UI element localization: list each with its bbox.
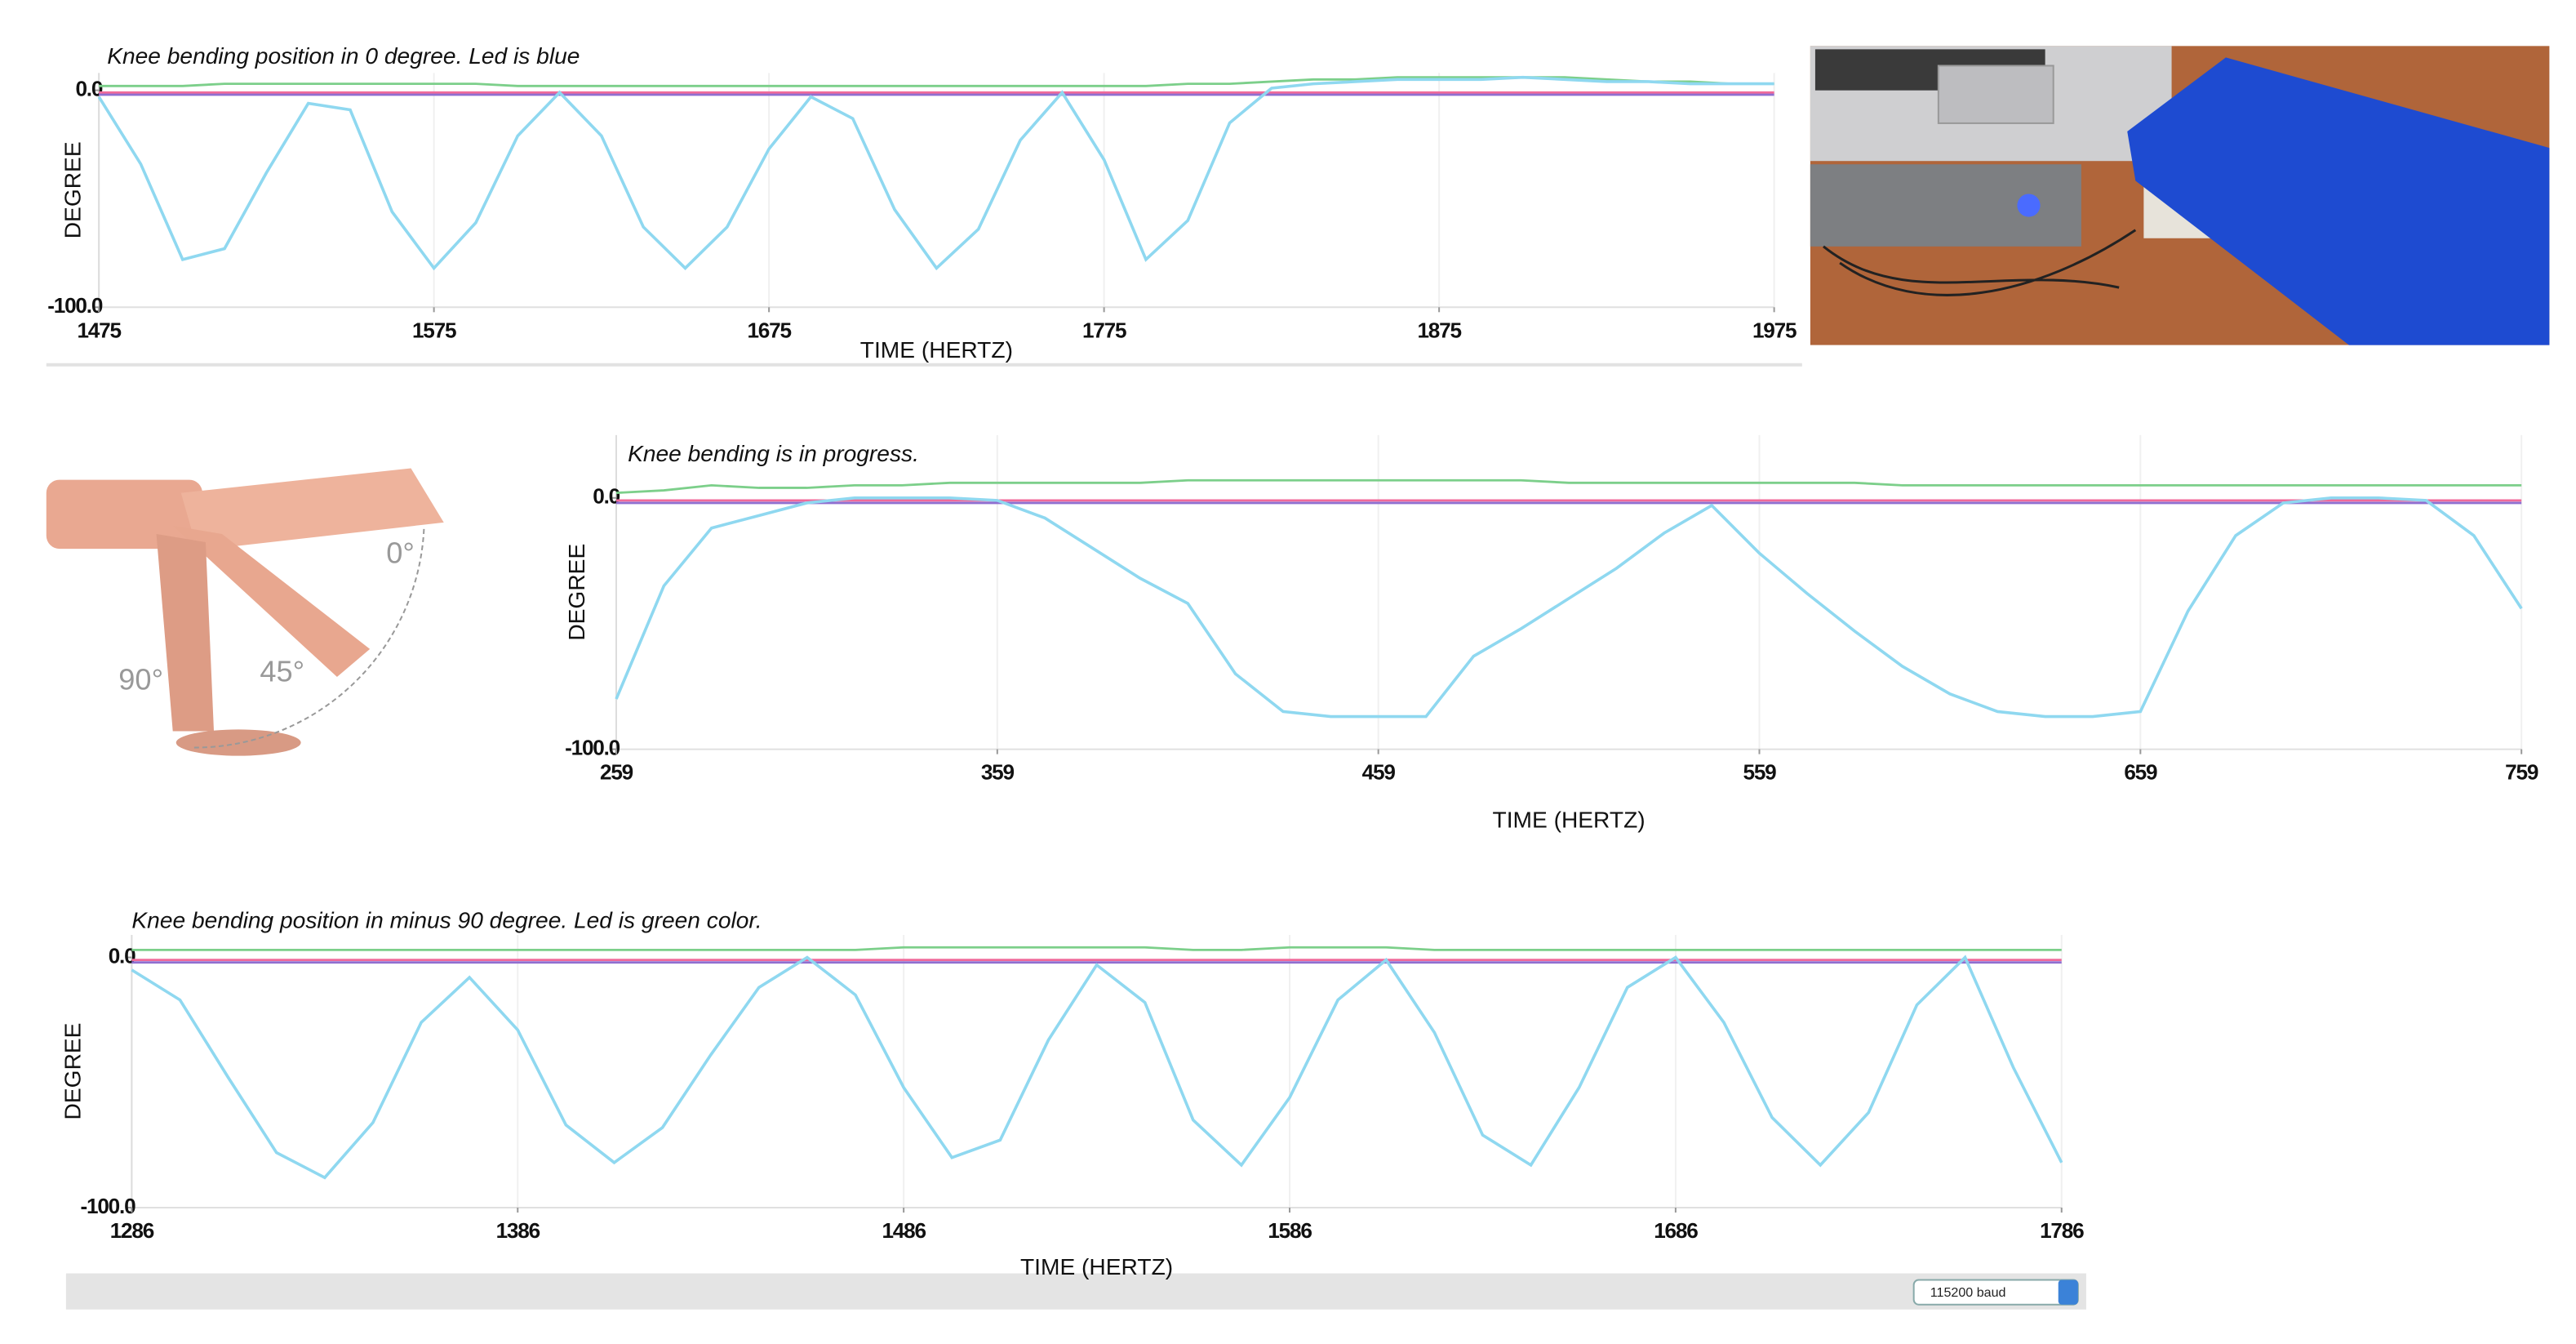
x-axis-label: TIME (HERTZ): [860, 336, 1013, 363]
x-tick-label: 259: [600, 760, 633, 785]
diagram-leg-45: [172, 525, 371, 678]
y-tick-label: -100.0: [47, 293, 103, 318]
angle-label: 0°: [386, 536, 415, 570]
x-tick-label: 1286: [110, 1218, 154, 1243]
baud-label[interactable]: 115200 baud: [1930, 1285, 2006, 1300]
series-line: [97, 75, 1774, 271]
x-tick-label: 1475: [77, 318, 121, 342]
x-axis-label: TIME (HERTZ): [1020, 1253, 1173, 1279]
chart-title: Knee bending is in progress.: [628, 440, 919, 466]
x-tick-label: 1686: [1654, 1218, 1698, 1243]
y-axis-label: DEGREE: [59, 141, 85, 238]
series-line: [131, 946, 2062, 951]
photo-knee-sleeve: [2127, 57, 2550, 345]
y-tick-label: -100.0: [81, 1194, 136, 1218]
y-axis-label: DEGREE: [59, 1023, 85, 1120]
series-line: [615, 496, 2523, 719]
x-tick-label: 459: [1362, 760, 1396, 785]
y-tick-label: 0.0: [593, 484, 620, 509]
y-tick-label: -100.0: [565, 735, 620, 759]
chart-title: Knee bending position in minus 90 degree…: [131, 906, 762, 932]
diagram-thigh: [46, 479, 202, 550]
diagram-arc: [193, 525, 425, 749]
x-tick-label: 1486: [882, 1218, 926, 1243]
x-tick-label: 559: [1743, 760, 1777, 785]
y-tick-label: 0.0: [109, 943, 135, 968]
x-tick-label: 1786: [2040, 1218, 2084, 1243]
x-tick-label: 1775: [1082, 318, 1126, 342]
y-axis-label: DEGREE: [563, 544, 589, 641]
x-tick-label: 1575: [412, 318, 456, 342]
x-tick-label: 1675: [747, 318, 791, 342]
diagram-leg-90: [156, 533, 215, 732]
diagram-leg-0: [180, 468, 444, 551]
x-tick-label: 1875: [1417, 318, 1461, 342]
photo-led: [2017, 194, 2041, 217]
status-bar: [65, 1273, 2086, 1310]
chart-title: Knee bending position in 0 degree. Led i…: [107, 42, 580, 69]
series-line: [615, 478, 2522, 495]
baud-select-arrow[interactable]: [2058, 1279, 2078, 1305]
x-tick-label: 759: [2505, 760, 2538, 785]
angle-label: 90°: [118, 663, 163, 696]
knee-diagram: 0° 45° 90°: [46, 411, 452, 764]
x-tick-label: 1975: [1752, 318, 1797, 342]
x-tick-label: 1386: [496, 1218, 540, 1243]
x-tick-label: 1586: [1268, 1218, 1312, 1243]
x-tick-label: 359: [981, 760, 1015, 785]
device-photo: [1810, 46, 2550, 345]
photo-trackpad: [1937, 65, 2054, 124]
x-axis-label: TIME (HERTZ): [1493, 807, 1646, 833]
photo-wires: [1823, 229, 2137, 296]
x-tick-label: 659: [2124, 760, 2157, 785]
angle-label: 45°: [260, 655, 304, 688]
series-line: [131, 955, 2063, 1180]
photo-board: [1810, 164, 2081, 247]
